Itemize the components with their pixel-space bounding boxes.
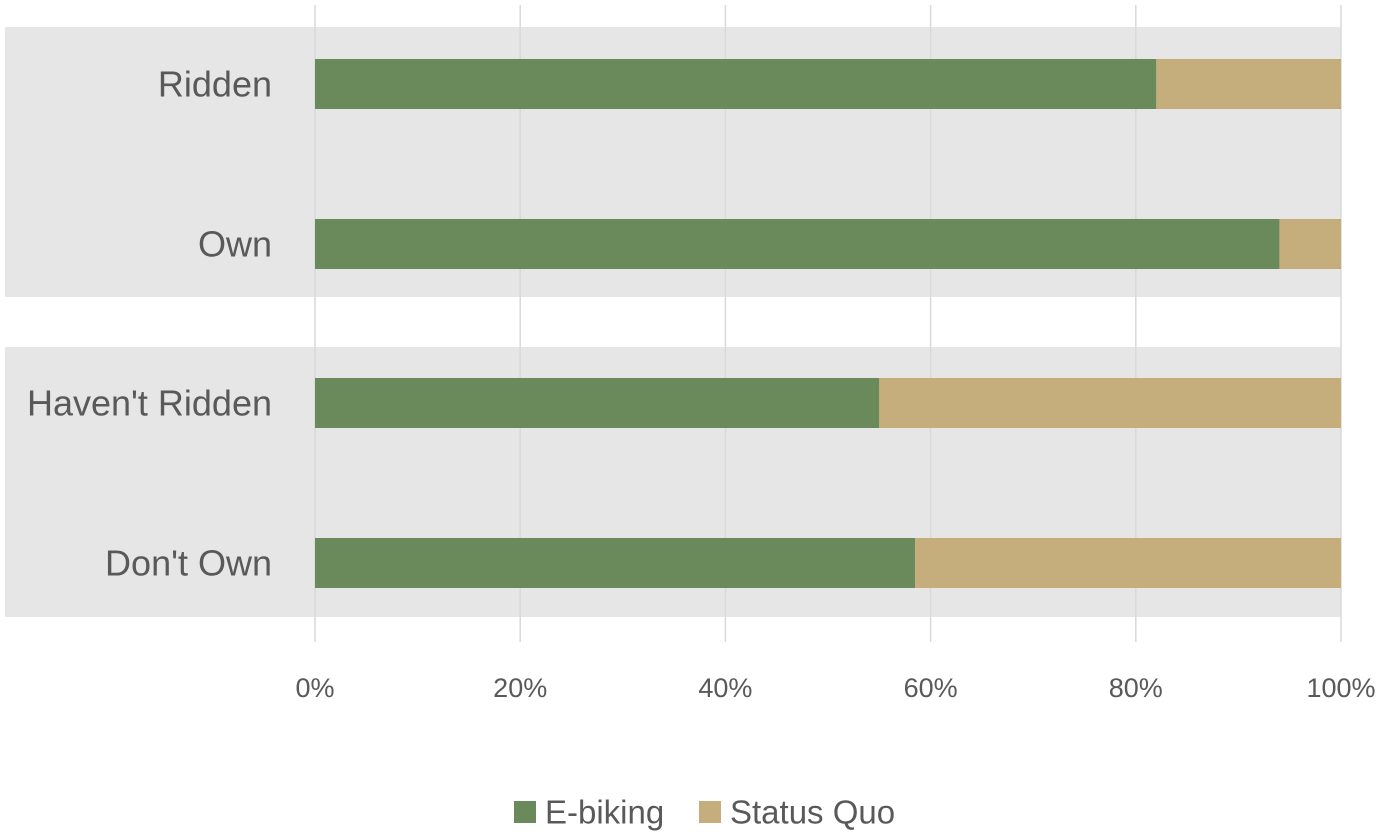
gridlines <box>314 5 1342 642</box>
category-label: Own <box>198 224 272 265</box>
legend: E-biking Status Quo <box>514 794 895 831</box>
bar-status-quo-ridden <box>1156 59 1341 109</box>
bar-e-biking-haven-t-ridden <box>315 378 880 428</box>
x-tick-label: 40% <box>698 673 752 703</box>
category-group-bands <box>5 27 1341 617</box>
bar-status-quo-own <box>1279 219 1341 269</box>
category-labels: Ridden Own Haven't Ridden Don't Own <box>27 64 272 584</box>
category-label: Don't Own <box>105 543 272 584</box>
legend-label-e-biking: E-biking <box>545 794 664 831</box>
x-tick-label: 60% <box>904 673 958 703</box>
bars <box>315 59 1341 588</box>
x-tick-label: 80% <box>1109 673 1163 703</box>
bar-status-quo-don-t-own <box>915 538 1341 588</box>
bar-e-biking-own <box>315 219 1280 269</box>
x-tick-label: 0% <box>295 673 334 703</box>
x-tick-label: 100% <box>1306 673 1375 703</box>
x-tick-labels: 0% 20% 40% 60% 80% 100% <box>295 673 1375 703</box>
bar-e-biking-don-t-own <box>315 538 916 588</box>
legend-label-status-quo: Status Quo <box>730 794 895 831</box>
bar-e-biking-ridden <box>315 59 1157 109</box>
legend-swatch-status-quo <box>699 801 721 823</box>
legend-swatch-e-biking <box>514 801 536 823</box>
category-label: Haven't Ridden <box>27 383 272 424</box>
bar-status-quo-haven-t-ridden <box>879 378 1341 428</box>
x-tick-label: 20% <box>493 673 547 703</box>
category-label: Ridden <box>158 64 272 105</box>
